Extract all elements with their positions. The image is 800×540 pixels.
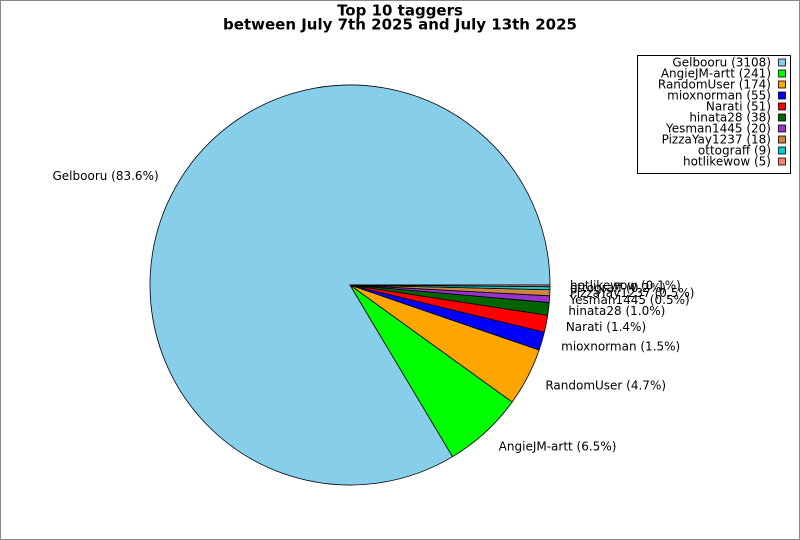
legend-box: [637, 55, 791, 174]
chart-subtitle: between July 7th 2025 and July 13th 2025: [223, 16, 577, 34]
legend-swatch: [778, 113, 786, 122]
slice-label: hotlikewow (0.1%): [570, 278, 681, 292]
legend-label: Gelbooru (3108): [672, 56, 771, 70]
legend: Gelbooru (3108)AngieJM-artt (241)RandomU…: [637, 55, 791, 174]
legend-swatch: [778, 58, 786, 67]
slice-label: mioxnorman (1.5%): [561, 339, 680, 353]
legend-swatch: [778, 102, 786, 111]
legend-swatch: [778, 69, 786, 78]
legend-swatch: [778, 80, 786, 89]
slice-label: ottograff (0.2%): [570, 281, 666, 295]
legend-label: ottograff (9): [698, 144, 771, 158]
legend-swatch: [778, 124, 786, 133]
pie: Gelbooru (83.6%) AngieJM-artt (6.5%) Rando…: [53, 84, 695, 486]
slice-label: hinata28 (1.0%): [568, 304, 665, 318]
slice-label: Gelbooru (83.6%): [53, 169, 159, 183]
chart-title: Top 10 taggers: [337, 2, 463, 20]
legend-label: RandomUser (174): [658, 78, 771, 92]
legend-swatch: [778, 157, 786, 166]
legend-label: mioxnorman (55): [667, 89, 771, 103]
legend-label: PizzaYay1237 (18): [662, 133, 771, 147]
slice-label: PizzaYay1237 (0.5%): [570, 286, 695, 300]
slice-label: Yesman1445 (0.5%): [568, 293, 689, 307]
legend-label: AngieJM-artt (241): [661, 67, 771, 81]
wedge: [349, 284, 551, 288]
legend-label: Narati (51): [706, 100, 771, 114]
legend-swatch: [778, 91, 786, 100]
legend-swatch: [778, 135, 786, 144]
legend-swatch: [778, 146, 786, 155]
slice-label: Narati (1.4%): [566, 320, 646, 334]
slice-label: AngieJM-artt (6.5%): [499, 440, 617, 454]
legend-label: hotlikewow (5): [683, 155, 771, 169]
slice-label: RandomUser (4.7%): [545, 379, 666, 393]
legend-label: hinata28 (38): [689, 111, 771, 125]
legend-label: Yesman1445 (20): [665, 122, 771, 136]
